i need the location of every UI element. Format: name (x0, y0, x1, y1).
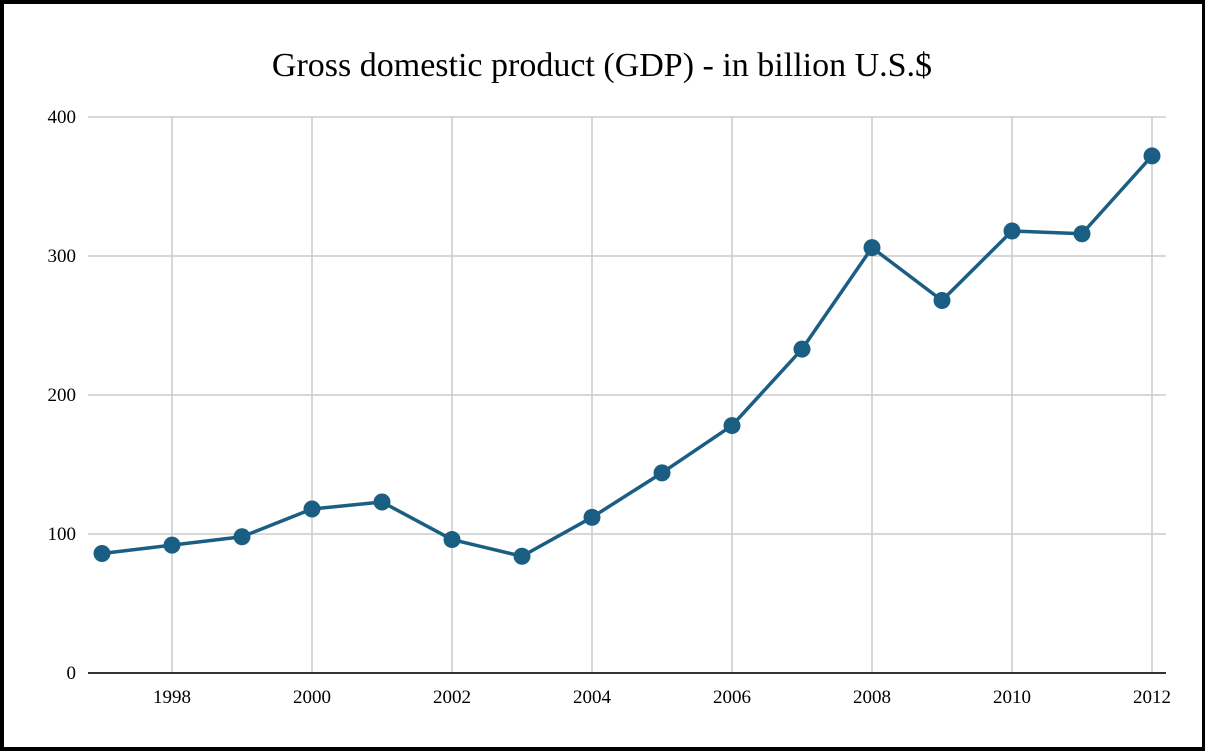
x-tick-label: 2012 (1133, 687, 1171, 708)
data-point (93, 544, 111, 562)
data-point (303, 500, 321, 518)
data-point (723, 417, 741, 435)
y-tick-label: 400 (48, 107, 77, 128)
y-tick-label: 300 (48, 246, 77, 267)
y-tick-label: 100 (48, 524, 77, 545)
y-tick-label: 0 (67, 663, 77, 684)
data-point (653, 464, 671, 482)
data-point (373, 493, 391, 511)
data-point (933, 291, 951, 309)
x-tick-label: 2002 (433, 687, 471, 708)
y-tick-labels: 0 100 200 300 400 (48, 107, 77, 684)
data-point (1143, 147, 1161, 165)
data-point (233, 528, 251, 546)
data-point (793, 340, 811, 358)
x-tick-label: 2008 (853, 687, 891, 708)
data-point (583, 508, 601, 526)
x-tick-label: 2004 (573, 687, 612, 708)
x-tick-label: 2006 (713, 687, 751, 708)
x-tick-label: 2010 (993, 687, 1031, 708)
y-gridlines (88, 116, 1166, 535)
x-gridlines (171, 117, 1153, 673)
x-tick-labels: 1998 2000 2002 2004 2006 2008 2010 2012 (153, 687, 1171, 708)
chart-title: Gross domestic product (GDP) - in billio… (272, 47, 932, 84)
data-point (1003, 222, 1021, 240)
data-point (1073, 225, 1091, 243)
data-point (443, 531, 461, 549)
data-point (513, 547, 531, 565)
x-tick-label: 1998 (153, 687, 191, 708)
x-tick-label: 2000 (293, 687, 331, 708)
series-line (101, 154, 1154, 558)
series-gdp (93, 147, 1161, 565)
data-point (163, 536, 181, 554)
data-point (863, 239, 881, 257)
y-tick-label: 200 (48, 385, 77, 406)
